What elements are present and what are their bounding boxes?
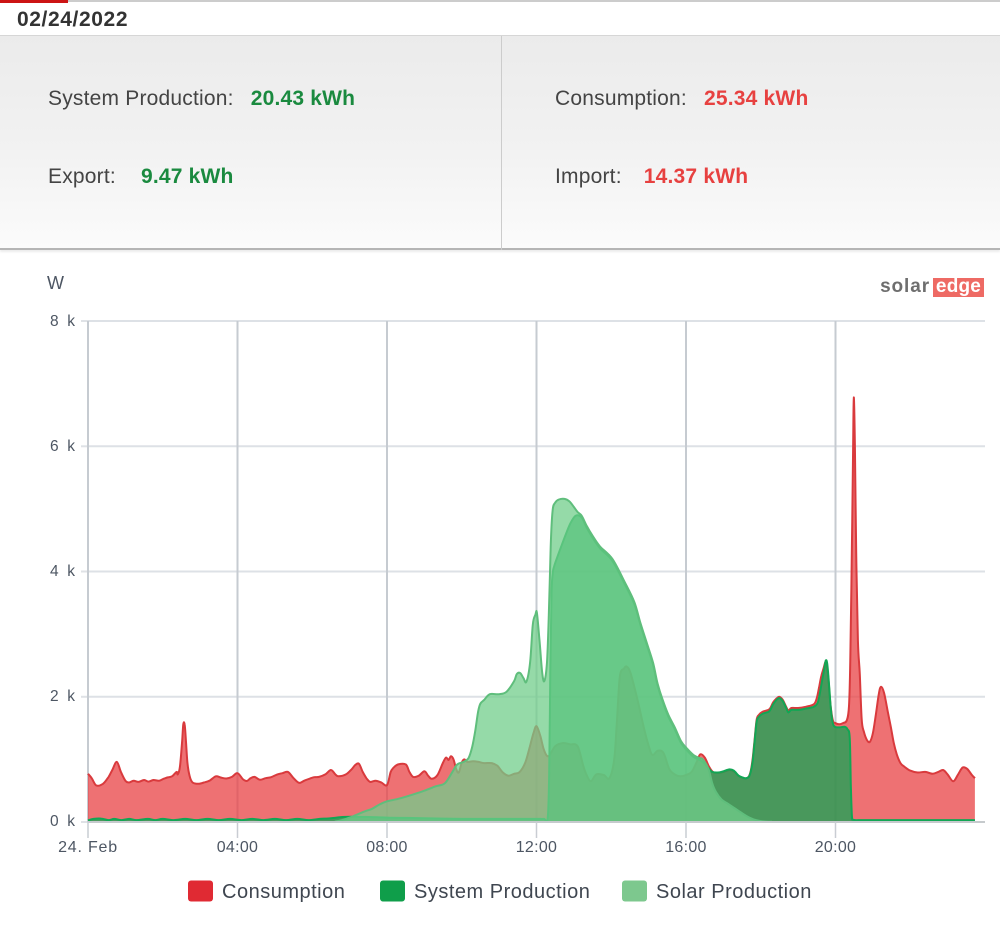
svg-text:20:00: 20:00 bbox=[815, 839, 857, 856]
svg-text:04:00: 04:00 bbox=[217, 839, 259, 856]
svg-text:0 k: 0 k bbox=[50, 813, 75, 830]
svg-text:24. Feb: 24. Feb bbox=[58, 839, 118, 856]
svg-text:2 k: 2 k bbox=[50, 688, 75, 705]
svg-text:Solar Production: Solar Production bbox=[656, 881, 812, 903]
svg-text:8 k: 8 k bbox=[50, 313, 75, 330]
svg-text:System Production: System Production bbox=[414, 881, 590, 903]
svg-text:12:00: 12:00 bbox=[516, 839, 558, 856]
svg-text:08:00: 08:00 bbox=[366, 839, 408, 856]
svg-text:4 k: 4 k bbox=[50, 563, 75, 580]
svg-text:Consumption: Consumption bbox=[222, 881, 345, 903]
svg-text:6 k: 6 k bbox=[50, 438, 75, 455]
svg-text:16:00: 16:00 bbox=[665, 839, 707, 856]
